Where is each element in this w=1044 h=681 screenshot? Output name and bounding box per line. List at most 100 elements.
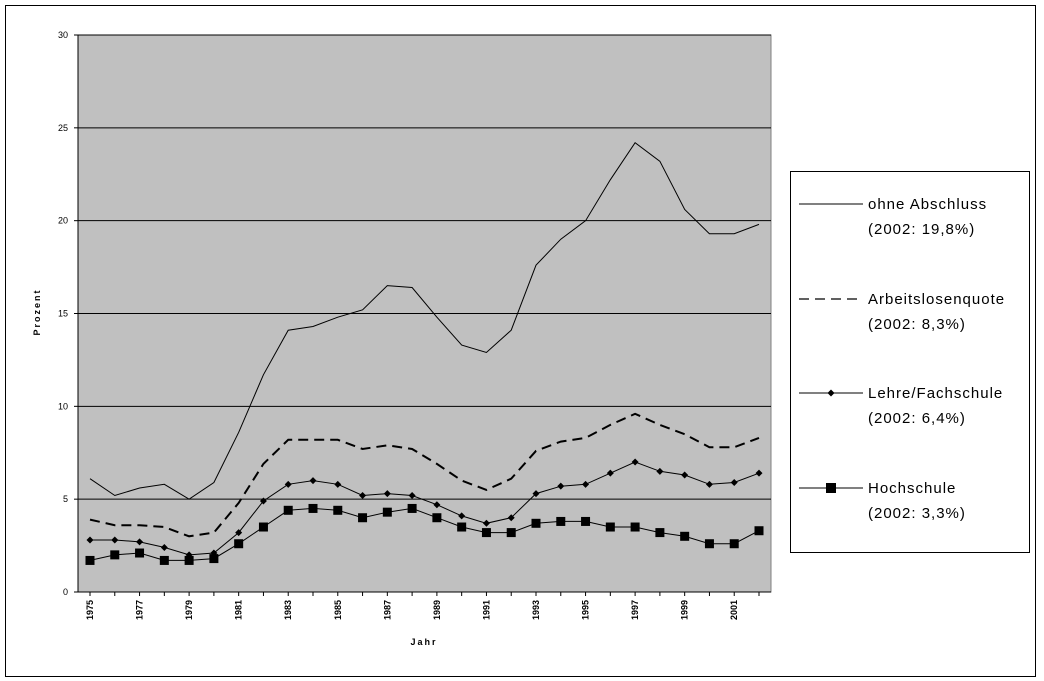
legend: ohne Abschluss (2002: 19,8%) Arbeitslosenq… xyxy=(790,171,1030,553)
series-line xyxy=(89,507,760,561)
legend-note: (2002: 6,4%) xyxy=(868,410,966,427)
series-arbeitslosenquote xyxy=(89,412,760,538)
data-point xyxy=(159,555,169,565)
x-tick-label: 1981 xyxy=(234,600,244,620)
data-point xyxy=(160,543,168,551)
legend-note: (2002: 19,8%) xyxy=(868,221,975,238)
y-tick-label: 25 xyxy=(58,123,68,133)
data-point xyxy=(458,512,466,520)
series-lehre-fachschule xyxy=(86,458,763,559)
x-tick-label: 1983 xyxy=(283,600,293,620)
x-tick-label: 1977 xyxy=(135,600,145,620)
data-point xyxy=(506,528,516,538)
y-tick-label: 30 xyxy=(58,30,68,40)
data-point xyxy=(258,522,268,532)
data-point xyxy=(507,514,515,522)
data-point xyxy=(457,522,467,532)
legend-note: (2002: 8,3%) xyxy=(868,316,966,333)
data-point xyxy=(656,467,664,475)
x-tick-label: 1987 xyxy=(382,600,392,620)
legend-entry: Hochschule (2002: 3,3%) xyxy=(799,480,966,522)
legend-entry: Arbeitslosenquote (2002: 8,3%) xyxy=(799,291,1005,333)
data-point xyxy=(283,505,293,515)
x-tick-label: 1985 xyxy=(333,600,343,620)
legend-note: (2002: 3,3%) xyxy=(868,505,966,522)
data-point xyxy=(631,458,639,466)
series-ohne-abschluss xyxy=(89,141,760,500)
legend-label: Hochschule xyxy=(868,480,956,497)
x-tick-label: 1993 xyxy=(531,600,541,620)
legend-label: Lehre/Fachschule xyxy=(868,385,1003,402)
data-point xyxy=(135,548,145,558)
data-point xyxy=(680,531,690,541)
data-point xyxy=(556,516,566,526)
series-hochschule xyxy=(85,503,764,565)
data-point xyxy=(827,389,835,397)
series-line xyxy=(90,461,760,556)
data-point xyxy=(729,539,739,549)
data-point xyxy=(755,469,763,477)
data-point xyxy=(408,491,416,499)
data-point xyxy=(681,471,689,479)
x-tick-label: 2001 xyxy=(729,600,739,620)
x-tick-label: 1997 xyxy=(630,600,640,620)
x-tick-label: 1989 xyxy=(432,600,442,620)
data-point xyxy=(532,490,540,498)
data-point xyxy=(358,513,368,523)
data-point xyxy=(111,536,119,544)
data-point xyxy=(136,538,144,546)
data-point xyxy=(826,483,836,493)
x-tick-label: 1979 xyxy=(184,600,194,620)
data-point xyxy=(605,522,615,532)
data-point xyxy=(730,478,738,486)
data-point xyxy=(308,503,318,513)
data-point xyxy=(582,480,590,488)
x-tick-label: 1999 xyxy=(680,600,690,620)
series-group xyxy=(85,141,764,565)
data-point xyxy=(383,490,391,498)
data-point xyxy=(359,491,367,499)
data-point xyxy=(705,480,713,488)
data-point xyxy=(259,497,267,505)
y-axis-title: Prozent xyxy=(32,288,42,335)
data-point xyxy=(630,522,640,532)
legend-label: Arbeitslosenquote xyxy=(868,291,1005,308)
data-point xyxy=(704,539,714,549)
x-tick-label: 1995 xyxy=(581,600,591,620)
data-point xyxy=(382,507,392,517)
data-point xyxy=(433,501,441,509)
data-point xyxy=(481,528,491,538)
data-point xyxy=(309,477,317,485)
data-point xyxy=(235,529,243,537)
series-line xyxy=(89,412,760,538)
legend-entry: Lehre/Fachschule (2002: 6,4%) xyxy=(799,385,1003,427)
x-axis-ticks: 1975 1977 1979 1981 1983 1985 1987 1989 1991 1993… xyxy=(78,591,771,620)
y-tick-label: 15 xyxy=(58,309,68,319)
legend-label: ohne Abschluss xyxy=(868,196,987,213)
data-point xyxy=(86,536,94,544)
grid-lines xyxy=(78,34,771,500)
data-point xyxy=(284,480,292,488)
data-point xyxy=(234,539,244,549)
y-tick-label: 20 xyxy=(58,216,68,226)
data-point xyxy=(606,469,614,477)
y-tick-label: 5 xyxy=(63,494,68,504)
data-point xyxy=(432,513,442,523)
data-point xyxy=(531,518,541,528)
x-tick-label: 1975 xyxy=(85,600,95,620)
data-point xyxy=(85,555,95,565)
data-point xyxy=(581,516,591,526)
data-point xyxy=(407,503,417,513)
y-tick-label: 0 xyxy=(63,587,68,597)
data-point xyxy=(184,555,194,565)
y-axis-ticks: 0 5 10 15 20 25 30 xyxy=(58,30,79,597)
legend-canvas: ohne Abschluss (2002: 19,8%) Arbeitslosenq… xyxy=(799,196,1005,522)
data-point xyxy=(655,528,665,538)
data-point xyxy=(209,554,219,564)
x-axis-title: Jahr xyxy=(410,637,437,647)
data-point xyxy=(333,505,343,515)
data-point xyxy=(482,519,490,527)
data-point xyxy=(754,526,764,536)
y-tick-label: 10 xyxy=(58,401,68,411)
